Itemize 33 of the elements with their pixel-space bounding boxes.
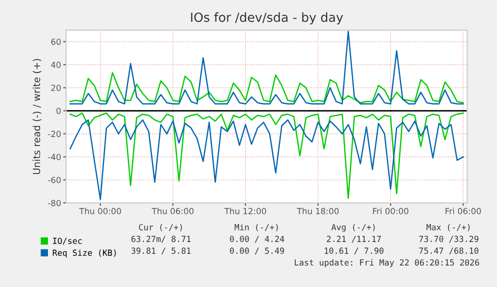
x-tick-label: Thu 06:00: [152, 208, 194, 214]
x-tick-label: Fri 00:00: [373, 208, 408, 214]
y-axis-title: Units read (-) / write (+): [32, 58, 42, 174]
line-series: [70, 72, 464, 104]
y-tick-label: -80: [48, 200, 61, 206]
text: Cur (-/+): [139, 224, 182, 232]
text: 63.27m/ 8.71: [131, 236, 191, 243]
y-tick-label: 40: [51, 62, 61, 68]
x-tick-label: Thu 00:00: [79, 208, 121, 214]
text: Max (-/+): [426, 224, 470, 232]
x-tick-label: Thu 12:00: [224, 208, 266, 214]
text: Last update: Fri May 22 06:20:15 2026: [294, 259, 480, 268]
y-tick-label: -60: [48, 176, 61, 184]
chart-title: IOs for /dev/sda - by day: [191, 12, 344, 24]
text: 73.70 /33.29: [419, 236, 478, 243]
text: 75.47 /68.10: [419, 248, 478, 255]
text: 10.61 / 7.90: [324, 248, 384, 255]
text: 2.21 /11.17: [326, 236, 381, 243]
text: Min (-/+): [234, 224, 278, 232]
line-series: [70, 30, 464, 104]
y-tick-label: 60: [51, 38, 61, 45]
y-tick-label: 20: [51, 84, 61, 92]
legend-label: IO/sec: [53, 238, 82, 245]
legend-label: Req Size (KB): [52, 249, 116, 258]
y-tick-label: -20: [48, 130, 61, 138]
x-tick-label: Thu 18:00: [296, 208, 339, 214]
text: 0.00 / 5.49: [230, 248, 284, 255]
text: 39.81 / 5.81: [131, 248, 191, 255]
text: 0.00 / 4.24: [230, 236, 284, 243]
y-tick-label: -40: [48, 154, 61, 160]
x-tick-label: Fri 06:00: [446, 208, 481, 214]
y-tick-label: 0: [56, 108, 61, 114]
text: Avg (-/+): [331, 224, 375, 232]
